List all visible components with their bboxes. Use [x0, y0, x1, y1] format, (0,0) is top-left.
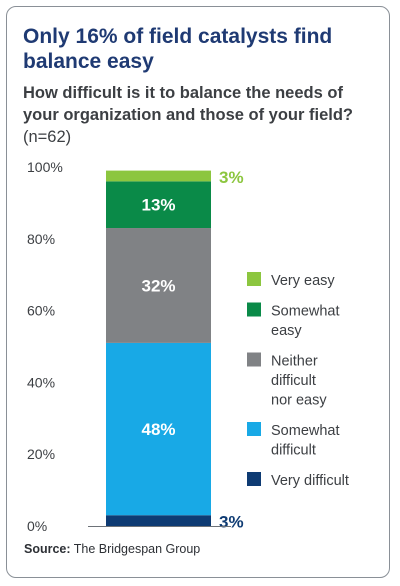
y-tick-label: 100%	[27, 159, 63, 175]
bar-segment-very-difficult	[106, 515, 211, 526]
legend-label-somewhat-difficult: difficult	[271, 443, 316, 459]
y-tick-label: 80%	[27, 231, 55, 247]
question-text: How difficult is it to balance the needs…	[23, 84, 354, 124]
legend-label-somewhat-easy: Somewhat	[271, 304, 340, 320]
chart-title: Only 16% of field catalysts find balance…	[23, 25, 333, 73]
survey-question: How difficult is it to balance the needs…	[23, 82, 383, 148]
sample-size: (n=62)	[23, 128, 72, 146]
source-text: The Bridgespan Group	[73, 542, 201, 556]
data-label-somewhat-easy: 13%	[141, 196, 175, 215]
legend-swatch-very-easy	[247, 272, 261, 286]
bar-segment-somewhat-difficult	[106, 342, 211, 516]
data-label-very-easy: 3%	[219, 168, 244, 187]
y-tick-label: 20%	[27, 446, 55, 462]
legend-label-very-easy: Very easy	[271, 273, 335, 289]
legend-swatch-very-difficult	[247, 472, 261, 486]
data-label-neither-difficult-nor-easy: 32%	[141, 276, 175, 295]
legend-swatch-somewhat-easy	[247, 302, 261, 317]
bar-segment-neither-difficult-nor-easy	[106, 228, 211, 343]
source-label: Source:	[24, 542, 71, 556]
legend-swatch-neither-difficult-nor-easy	[247, 352, 261, 367]
legend-label-neither-difficult-nor-easy: difficult	[271, 373, 316, 389]
legend-label-somewhat-easy: easy	[271, 323, 302, 339]
bar-segment-very-easy	[106, 170, 211, 182]
data-label-somewhat-difficult: 48%	[141, 420, 175, 439]
legend-label-neither-difficult-nor-easy: nor easy	[271, 393, 327, 409]
legend-label-neither-difficult-nor-easy: Neither	[271, 354, 318, 370]
legend-label-somewhat-difficult: Somewhat	[271, 423, 340, 439]
y-tick-label: 40%	[27, 374, 55, 390]
bar-segment-somewhat-easy	[106, 181, 211, 229]
data-label-very-difficult: 3%	[219, 513, 244, 532]
y-tick-label: 0%	[27, 518, 47, 534]
source-note: Source: The Bridgespan Group	[24, 542, 200, 556]
y-tick-label: 60%	[27, 303, 55, 319]
legend-swatch-somewhat-difficult	[247, 422, 261, 436]
legend-label-very-difficult: Very difficult	[271, 473, 349, 489]
